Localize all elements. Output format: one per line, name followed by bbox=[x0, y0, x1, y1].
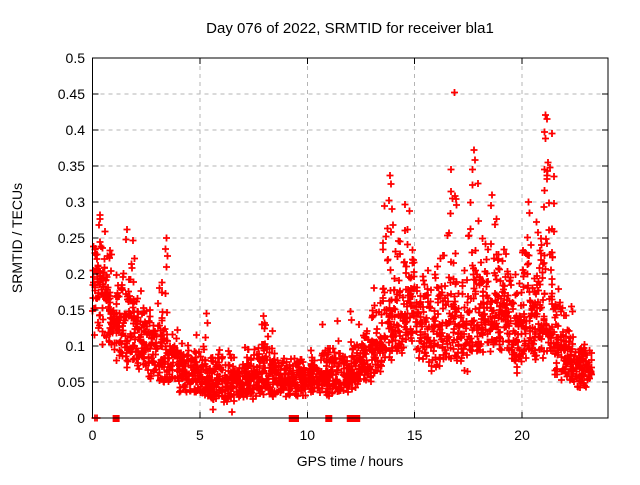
plot-border-and-ticks bbox=[92, 57, 609, 419]
x-tick-label: 0 bbox=[89, 427, 97, 443]
x-tick-label: 10 bbox=[300, 427, 316, 443]
y-tick-label: 0.15 bbox=[58, 302, 85, 318]
y-tick-label: 0.5 bbox=[66, 50, 86, 66]
x-tick-label: 20 bbox=[514, 427, 530, 443]
y-tick-label: 0 bbox=[77, 410, 85, 426]
x-tick-label: 15 bbox=[407, 427, 423, 443]
chart-title: Day 076 of 2022, SRMTID for receiver bla… bbox=[206, 20, 494, 37]
y-tick-label: 0.3 bbox=[66, 194, 86, 210]
tick-labels: 0 5 10 15 20 0 0.05 0.1 0.15 0.2 0.25 0.3 0.35 0.4 0.4… bbox=[58, 50, 530, 443]
y-tick-label: 0.25 bbox=[58, 230, 85, 246]
y-axis-label: SRMTID / TECUs bbox=[9, 183, 25, 293]
y-tick-label: 0.05 bbox=[58, 374, 85, 390]
y-tick-label: 0.2 bbox=[66, 266, 86, 282]
y-tick-label: 0.35 bbox=[58, 158, 85, 174]
y-tick-label: 0.1 bbox=[66, 338, 86, 354]
scatter-points bbox=[89, 89, 595, 422]
x-tick-label: 5 bbox=[196, 427, 204, 443]
y-tick-label: 0.4 bbox=[66, 122, 86, 138]
x-axis-label: GPS time / hours bbox=[297, 453, 404, 469]
y-tick-label: 0.45 bbox=[58, 86, 85, 102]
